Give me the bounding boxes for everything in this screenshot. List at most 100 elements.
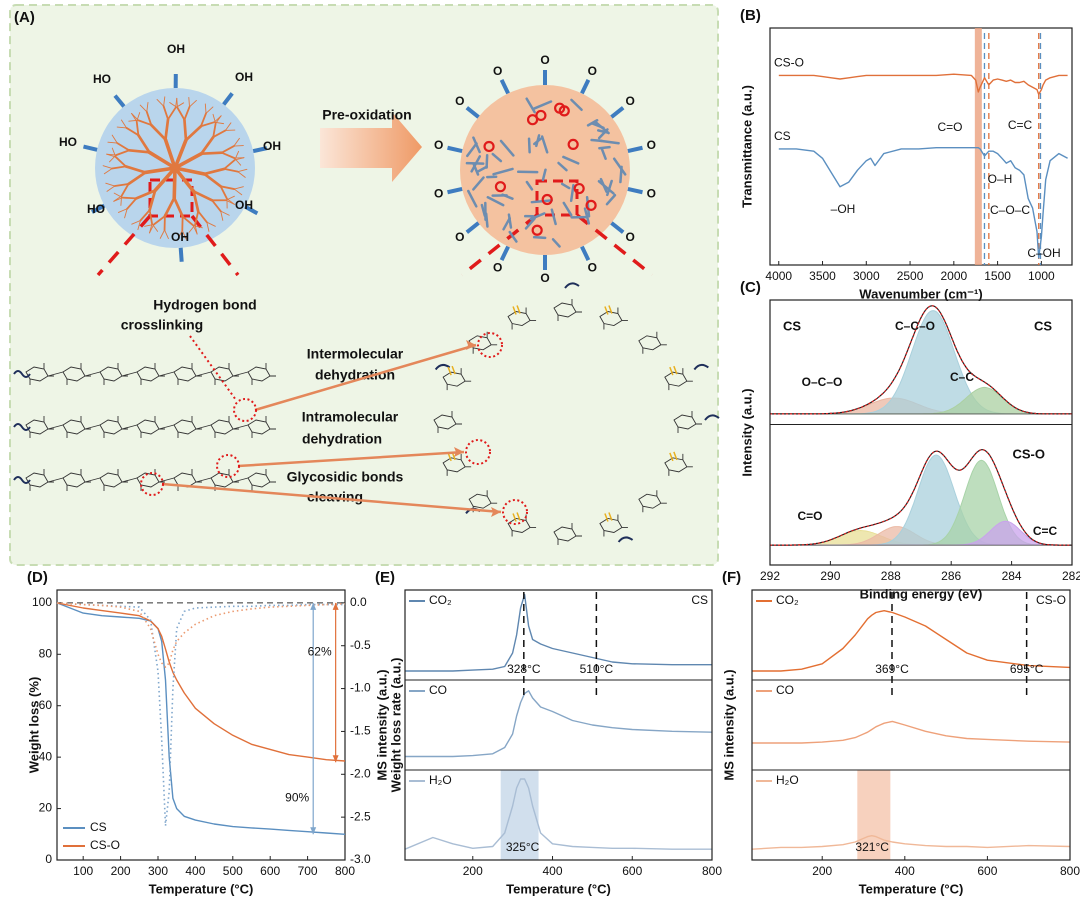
glucose-ring xyxy=(247,469,276,491)
group-label: O xyxy=(647,186,656,200)
dendrite xyxy=(188,96,190,108)
glucose-ring xyxy=(553,299,582,321)
peak-annotation: O–H xyxy=(988,172,1013,186)
bond-stick xyxy=(610,221,625,234)
dendrite xyxy=(205,106,214,114)
chain-end xyxy=(693,363,709,371)
x-tick-label: 100 xyxy=(73,864,93,878)
highlight-ring xyxy=(502,499,528,525)
dendrite xyxy=(206,221,210,232)
dendrite xyxy=(200,135,215,156)
series-label: CO₂ xyxy=(429,593,452,607)
carbon-chain xyxy=(507,213,513,229)
data-line xyxy=(751,835,1071,850)
x-axis-label: Temperature (°C) xyxy=(506,881,611,896)
chain-end xyxy=(13,423,31,431)
glycosidic-link xyxy=(84,477,101,483)
dendrite xyxy=(176,97,178,109)
carbon-chain xyxy=(467,189,478,208)
component-label: O–C–O xyxy=(802,375,843,389)
bond-stick xyxy=(465,106,480,119)
dendrite xyxy=(149,223,153,234)
carbon-chain xyxy=(550,208,557,226)
carbon-chain xyxy=(492,167,514,176)
x-tick-label: 1000 xyxy=(1028,269,1055,283)
group-label: O xyxy=(626,94,635,108)
dendrite xyxy=(107,141,118,144)
x-tick-label: 3000 xyxy=(853,269,880,283)
carbon-chain xyxy=(535,134,541,148)
dendrite xyxy=(212,113,217,124)
shade-label: 325°C xyxy=(506,840,540,854)
dendrite xyxy=(114,156,127,168)
bond-stick xyxy=(222,92,234,106)
dendrite xyxy=(192,225,203,229)
sample-tag: CS-O xyxy=(1036,593,1066,607)
double-bond xyxy=(447,365,456,376)
marker-label: 695°C xyxy=(1010,662,1044,676)
x-tick-label: 200 xyxy=(812,864,832,878)
oxygen-ring xyxy=(483,140,495,153)
glycosidic-link xyxy=(232,371,249,377)
envelope xyxy=(770,305,1072,415)
group-label: OH xyxy=(235,70,253,84)
series-label: CS xyxy=(774,129,791,143)
glucose-ring xyxy=(553,523,582,545)
x-axis-label: Temperature (°C) xyxy=(859,881,964,896)
glycosidic-link xyxy=(195,424,212,430)
pointer xyxy=(189,335,237,401)
process-note: Intramolecular xyxy=(302,409,399,425)
x-tick-label: 600 xyxy=(622,864,642,878)
carbon-chain xyxy=(472,163,480,176)
carbon-chain xyxy=(527,137,531,154)
glycosidic-link xyxy=(195,371,212,377)
dendrite xyxy=(237,168,248,173)
dendrite xyxy=(151,223,159,232)
dendrite xyxy=(176,106,186,121)
dendrite xyxy=(200,121,216,128)
dendrite xyxy=(139,104,148,113)
dendrite xyxy=(189,99,197,108)
glycosidic-link xyxy=(232,477,249,483)
panel-label: (D) xyxy=(27,569,48,586)
x-tick-label: 284 xyxy=(1002,569,1022,583)
plot-frame xyxy=(404,589,713,861)
dendrite xyxy=(106,153,117,156)
dendrite xyxy=(115,149,131,156)
panel-a: Pre-oxidation OH OH OH OH OH HO HO HO O O O O O O O O O O… xyxy=(13,42,720,545)
dendrite xyxy=(192,190,200,213)
carbon-chain xyxy=(569,183,575,203)
y-tick-label: 20 xyxy=(39,801,53,815)
dendrite xyxy=(109,154,117,163)
bond-stick xyxy=(580,245,591,261)
arrow-head xyxy=(454,447,464,457)
x-tick-label: 2500 xyxy=(897,269,924,283)
shade-label: 321°C xyxy=(855,840,889,854)
carbon-chain xyxy=(485,153,489,169)
dendrite xyxy=(127,171,147,186)
carbon-chain xyxy=(465,161,485,165)
dendrite xyxy=(117,208,128,213)
dendrite xyxy=(183,105,191,121)
glucose-ring xyxy=(247,363,276,385)
carbon-chain xyxy=(562,201,573,217)
glycosidic-link xyxy=(232,424,249,430)
bond-stick xyxy=(447,186,463,195)
chain-end xyxy=(564,282,580,289)
y2-tick-label: -2.0 xyxy=(350,766,371,780)
glycosidic-link xyxy=(195,477,212,483)
plot-frame xyxy=(769,299,1073,566)
panel-label: (A) xyxy=(14,9,35,26)
bond-stick xyxy=(499,79,510,95)
dendrite xyxy=(124,165,147,174)
data-line xyxy=(778,73,1068,96)
marker-label: 328°C xyxy=(507,662,541,676)
y2-tick-label: -3.0 xyxy=(350,852,371,866)
bond-stick xyxy=(499,245,510,261)
x-tick-label: 400 xyxy=(543,864,563,878)
dendrite xyxy=(219,185,228,200)
dendrite xyxy=(167,106,177,121)
dendrite xyxy=(223,168,239,173)
carbon-chain xyxy=(612,157,627,176)
dendrite xyxy=(116,142,131,152)
